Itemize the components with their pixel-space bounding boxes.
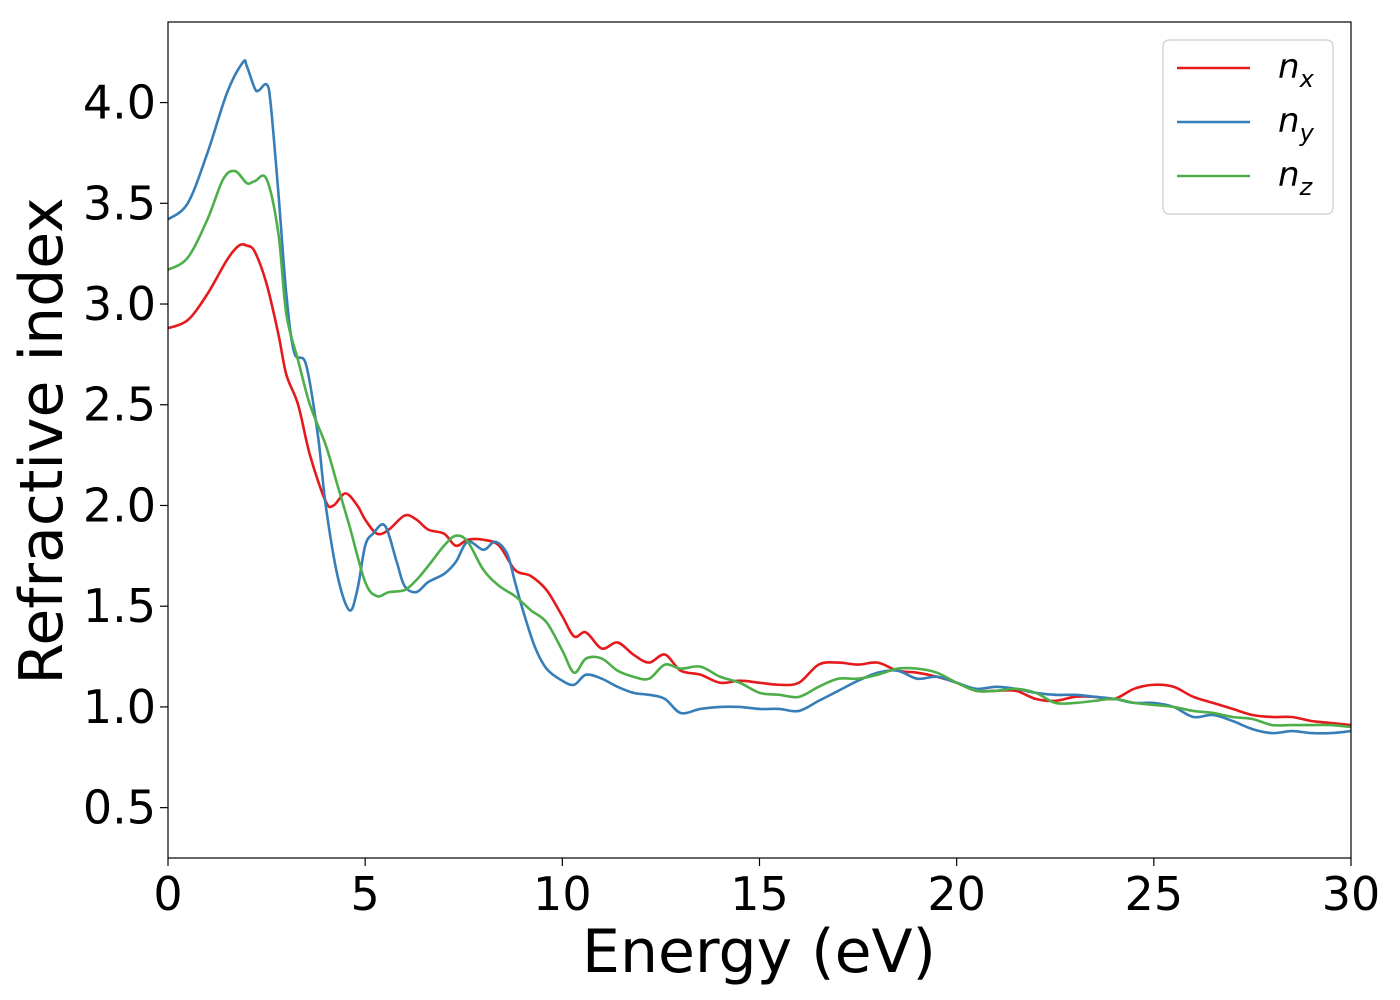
x-tick-label: 5 (351, 867, 380, 921)
x-axis-title: Energy (eV) (582, 917, 936, 987)
legend-label-x: nx (1278, 47, 1315, 93)
x-tick-label: 30 (1322, 867, 1381, 921)
y-tick-label: 1.5 (83, 579, 156, 633)
y-tick-label: 3.0 (83, 277, 156, 331)
y-axis-title: Refractive index (7, 197, 77, 684)
x-tick-label: 15 (730, 867, 789, 921)
plot-layer (168, 59, 1351, 735)
axes-layer: 0 5 10 15 20 25 30 0.5 1.0 1.5 2.0 2.5 3.0 3.5 4.0 (83, 21, 1381, 921)
legend-label-y: ny (1278, 101, 1315, 147)
series-lines (168, 59, 1351, 735)
x-tick-label: 25 (1125, 867, 1184, 921)
x-tick-label: 20 (927, 867, 986, 921)
y-tick-label: 2.0 (83, 478, 156, 532)
series-line-y (168, 59, 1351, 735)
legend: nx ny nz (1162, 39, 1334, 215)
series-line-x (168, 243, 1351, 727)
legend-box (1162, 39, 1334, 215)
x-tick-label: 0 (153, 867, 182, 921)
y-tick-label: 1.0 (83, 680, 156, 734)
y-tick-label: 4.0 (83, 76, 156, 130)
y-tick-label: 2.5 (83, 378, 156, 432)
y-tick-label: 0.5 (83, 781, 156, 835)
y-tick-label: 3.5 (83, 176, 156, 230)
series-line-z (168, 169, 1351, 729)
legend-label-z: nz (1278, 155, 1314, 201)
x-tick-label: 10 (533, 867, 592, 921)
